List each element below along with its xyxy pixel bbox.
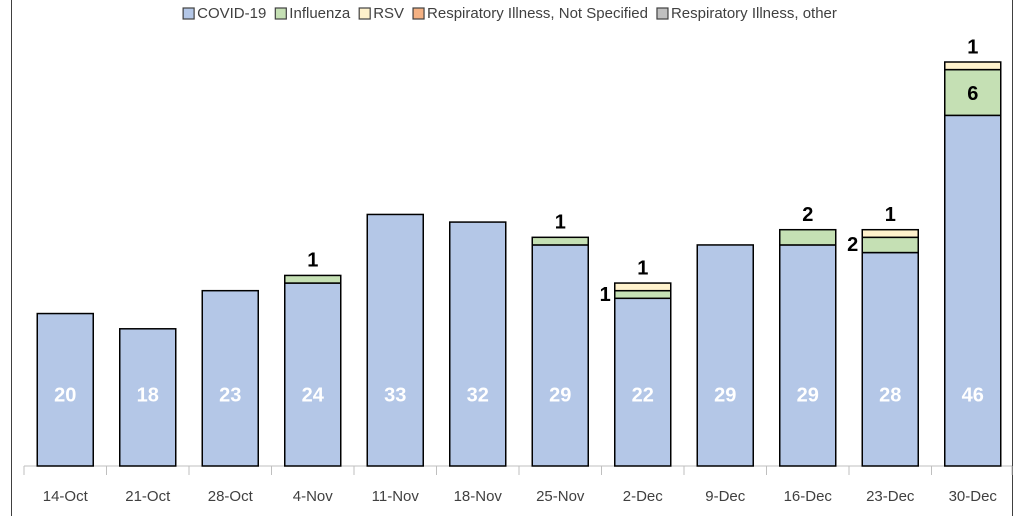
bar-segment	[614, 289, 672, 300]
chart-frame	[11, 0, 1013, 516]
bar-segment	[449, 221, 507, 467]
data-label: 2	[802, 204, 813, 226]
legend-swatch	[412, 7, 425, 20]
x-tick-label: 4-Nov	[293, 488, 334, 505]
data-label: 29	[549, 384, 571, 406]
bar-segment	[779, 244, 837, 467]
x-tick-label: 23-Dec	[866, 488, 915, 505]
x-tick-label: 28-Oct	[208, 488, 254, 505]
legend: COVID-19 Influenza RSV Respiratory Illness,…	[182, 5, 837, 22]
bar-segment	[366, 213, 424, 467]
data-label: 6	[967, 83, 978, 105]
bar-segment	[36, 312, 94, 467]
x-tick-label: 9-Dec	[705, 488, 746, 505]
x-tick-label: 11-Nov	[372, 488, 420, 505]
bar-segment	[531, 244, 589, 467]
x-tick-label: 2-Dec	[623, 488, 664, 505]
data-label: 29	[797, 384, 819, 406]
bar-segment	[614, 282, 672, 292]
bar-segment	[779, 228, 837, 246]
data-label: 28	[879, 384, 901, 406]
x-tick-label: 30-Dec	[949, 488, 998, 505]
bar-segment	[696, 244, 754, 467]
legend-label: Influenza	[289, 5, 351, 22]
bar-segment	[861, 236, 919, 254]
data-label: 32	[467, 384, 489, 406]
data-label: 33	[384, 384, 406, 406]
bar-segment	[201, 289, 259, 467]
legend-swatch	[358, 7, 371, 20]
legend-swatch	[656, 7, 669, 20]
legend-label: Respiratory Illness, Not Specified	[427, 5, 648, 22]
data-label: 20	[54, 384, 76, 406]
legend-swatch	[182, 7, 195, 20]
data-label: 1	[555, 212, 566, 234]
data-label: 1	[967, 36, 978, 58]
data-label: 1	[307, 250, 318, 272]
bar-segment	[861, 228, 919, 239]
data-label: 23	[219, 384, 241, 406]
x-tick-label: 25-Nov	[536, 488, 585, 505]
data-label: 1	[885, 204, 896, 226]
data-label: 1	[600, 284, 611, 306]
legend-label: Respiratory Illness, other	[671, 5, 837, 22]
data-label: 29	[714, 384, 736, 406]
bar-segment	[531, 236, 589, 246]
bar-segment	[284, 282, 342, 467]
legend-label: RSV	[373, 5, 404, 22]
data-label: 46	[962, 384, 984, 406]
x-tick-label: 21-Oct	[125, 488, 171, 505]
x-tick-label: 16-Dec	[784, 488, 833, 505]
data-label: 22	[632, 384, 654, 406]
data-label: 18	[137, 384, 159, 406]
data-label: 2	[847, 234, 858, 256]
legend-label: COVID-19	[197, 5, 266, 22]
data-label: 24	[302, 384, 325, 406]
x-tick-label: 18-Nov	[454, 488, 503, 505]
data-label: 1	[637, 257, 648, 279]
bar-segment	[284, 274, 342, 284]
x-tick-label: 14-Oct	[43, 488, 89, 505]
legend-swatch	[274, 7, 287, 20]
bar-segment	[944, 68, 1002, 117]
bar-segment	[944, 61, 1002, 71]
bar-segment	[861, 251, 919, 467]
bar-segment	[614, 297, 672, 467]
bar-segment	[119, 328, 177, 467]
bar-segment	[944, 114, 1002, 467]
